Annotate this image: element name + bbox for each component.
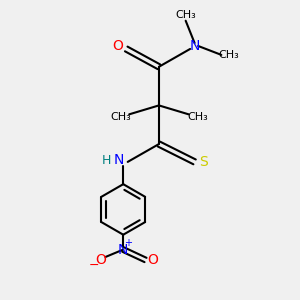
- Text: O: O: [148, 253, 158, 267]
- Text: N: N: [118, 243, 128, 256]
- Text: S: S: [199, 155, 208, 169]
- Text: CH₃: CH₃: [218, 50, 239, 60]
- Text: CH₃: CH₃: [187, 112, 208, 122]
- Text: CH₃: CH₃: [110, 112, 131, 122]
- Text: +: +: [124, 238, 132, 248]
- Text: N: N: [114, 153, 124, 167]
- Text: −: −: [88, 260, 99, 272]
- Text: CH₃: CH₃: [175, 10, 196, 20]
- Text: H: H: [102, 154, 112, 167]
- Text: O: O: [95, 253, 106, 267]
- Text: O: O: [112, 39, 123, 53]
- Text: N: N: [189, 39, 200, 53]
